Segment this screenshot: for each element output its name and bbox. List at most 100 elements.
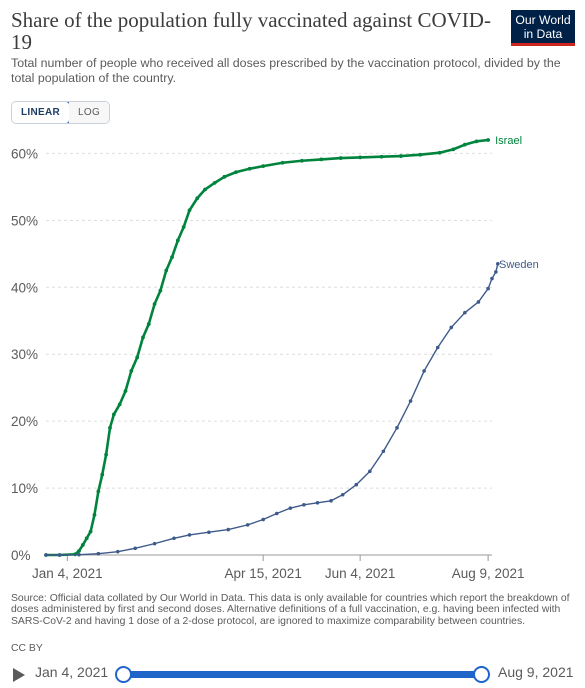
data-point-israel xyxy=(108,425,112,430)
data-point-sweden xyxy=(261,517,265,522)
data-point-israel xyxy=(88,529,93,534)
data-point-israel xyxy=(300,158,304,163)
data-point-sweden xyxy=(302,502,306,507)
data-point-israel xyxy=(92,512,97,517)
y-tick-label: 60% xyxy=(11,146,38,161)
data-point-israel xyxy=(96,489,101,494)
data-point-israel xyxy=(158,288,163,293)
x-axis: Jan 4, 2021 Apr 15, 2021 Jun 4, 2021 Aug 9,… xyxy=(32,554,525,581)
timeline-start-label: Jan 4, 2021 xyxy=(35,664,109,680)
data-point-sweden xyxy=(422,369,426,373)
data-point-israel xyxy=(146,322,151,326)
data-point-sweden xyxy=(486,286,490,291)
data-point-israel xyxy=(451,147,456,152)
data-point-israel xyxy=(117,402,122,407)
data-point-israel xyxy=(462,142,467,147)
data-point-israel xyxy=(203,187,207,192)
data-point-israel xyxy=(234,170,238,175)
timeline-start-handle[interactable] xyxy=(115,666,132,683)
gridlines xyxy=(46,152,492,556)
x-tick-label: Jun 4, 2021 xyxy=(325,566,396,581)
data-point-israel xyxy=(474,139,479,144)
data-point-sweden xyxy=(44,553,48,557)
data-point-israel xyxy=(141,335,145,340)
data-point-sweden xyxy=(490,276,494,281)
x-tick-label: Jan 4, 2021 xyxy=(32,566,103,581)
y-tick-label: 40% xyxy=(11,280,38,295)
data-point-sweden xyxy=(315,500,320,505)
logo-line-2: in Data xyxy=(523,27,563,41)
chart-title: Share of the population fully vaccinated… xyxy=(11,8,491,54)
x-tick-label: Aug 9, 2021 xyxy=(452,566,525,581)
y-tick-label: 30% xyxy=(11,347,38,362)
logo-line-1: Our World xyxy=(515,13,571,27)
data-point-israel xyxy=(437,150,442,155)
data-point-sweden xyxy=(463,310,467,315)
timeline-end-handle[interactable] xyxy=(473,666,490,683)
data-point-sweden xyxy=(152,541,157,546)
y-tick-label: 20% xyxy=(11,414,38,429)
source-note: Source: Official data collated by Our Wo… xyxy=(11,593,570,627)
x-tick-label: Apr 15, 2021 xyxy=(225,566,302,581)
data-point-sweden xyxy=(226,527,231,532)
data-point-sweden xyxy=(354,482,359,487)
data-point-sweden xyxy=(496,262,500,266)
data-point-israel xyxy=(175,238,180,243)
series-group: Israel Sweden xyxy=(44,135,539,557)
data-point-israel xyxy=(111,412,116,417)
license-link[interactable]: CC BY xyxy=(11,643,43,654)
data-point-sweden xyxy=(476,300,481,304)
play-icon[interactable] xyxy=(13,668,25,682)
timeline-track[interactable] xyxy=(123,671,481,678)
data-point-israel xyxy=(247,166,252,171)
data-point-israel xyxy=(123,389,128,393)
data-point-sweden xyxy=(274,511,279,516)
data-point-israel xyxy=(195,196,200,201)
chart-subtitle: Total number of people who received all … xyxy=(11,56,561,85)
data-point-israel xyxy=(135,355,140,360)
y-axis: 0% 10% 20% 30% 40% 50% 60% xyxy=(11,146,38,563)
data-point-israel xyxy=(100,472,105,477)
data-point-sweden xyxy=(207,530,211,535)
timeline-end-label: Aug 9, 2021 xyxy=(498,664,574,680)
owid-logo[interactable]: Our World in Data xyxy=(511,10,575,46)
data-point-israel xyxy=(129,369,134,373)
data-point-sweden xyxy=(340,492,345,497)
logo-accent-bar xyxy=(511,43,575,46)
data-point-israel xyxy=(280,160,285,165)
data-point-israel xyxy=(164,268,169,273)
data-point-israel xyxy=(212,180,217,185)
series-label-sweden: Sweden xyxy=(499,259,539,271)
data-point-israel xyxy=(152,302,157,306)
data-point-israel xyxy=(104,452,109,457)
series-label-israel: Israel xyxy=(495,135,522,147)
data-point-israel xyxy=(181,225,186,229)
data-point-sweden xyxy=(435,345,440,350)
data-point-israel xyxy=(486,138,491,142)
data-point-sweden xyxy=(381,449,386,454)
y-tick-label: 0% xyxy=(11,548,31,563)
data-point-israel xyxy=(379,154,384,159)
data-point-sweden xyxy=(115,549,120,554)
data-point-israel xyxy=(398,154,403,158)
data-point-israel xyxy=(261,164,266,169)
data-point-sweden xyxy=(77,552,81,557)
log-scale-button[interactable]: LOG xyxy=(69,102,110,123)
data-point-sweden xyxy=(57,553,62,557)
scale-toggle: LINEAR LOG xyxy=(11,101,111,124)
data-point-israel xyxy=(338,156,343,160)
data-point-israel xyxy=(319,157,324,162)
data-point-sweden xyxy=(133,546,137,551)
data-point-sweden xyxy=(395,426,399,430)
data-point-sweden xyxy=(368,469,372,474)
line-chart: 0% 10% 20% 30% 40% 50% 60% Jan 4, 2021 Apr 15, … xyxy=(11,135,539,581)
data-point-sweden xyxy=(245,523,250,527)
y-tick-label: 50% xyxy=(11,213,38,228)
series-line-israel xyxy=(46,138,489,557)
data-point-israel xyxy=(222,174,227,179)
data-point-sweden xyxy=(494,270,498,274)
data-point-sweden xyxy=(187,533,192,537)
data-point-sweden xyxy=(408,399,413,403)
data-point-israel xyxy=(80,543,85,547)
data-point-israel xyxy=(418,152,423,157)
